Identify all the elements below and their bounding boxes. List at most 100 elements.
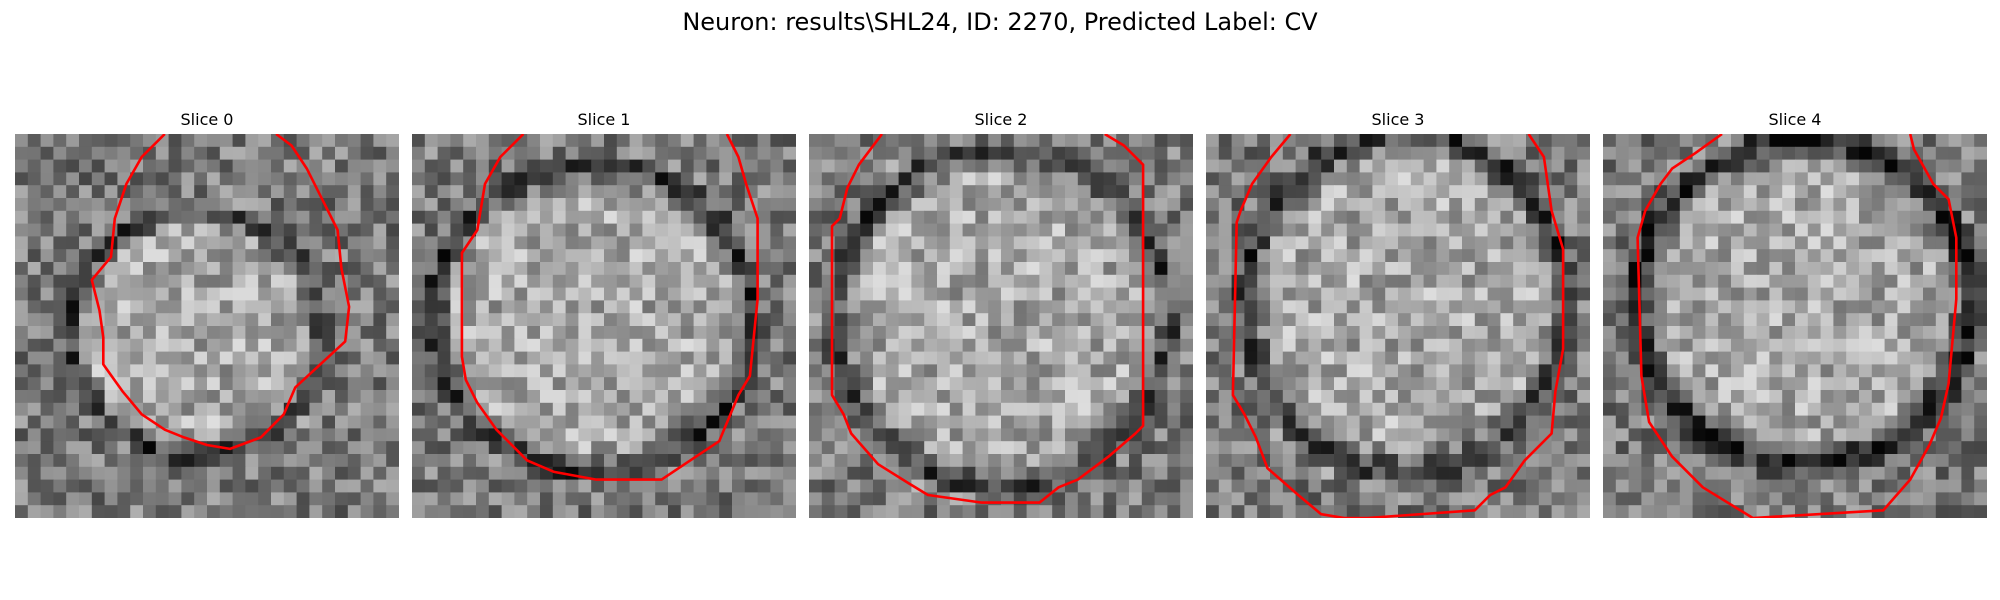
pixel <box>578 223 592 237</box>
pixel <box>1500 249 1514 263</box>
pixel <box>1052 249 1066 263</box>
pixel <box>1052 454 1066 468</box>
pixel <box>335 441 349 455</box>
pixel <box>1141 338 1155 352</box>
pixel <box>1910 415 1924 429</box>
pixel <box>1628 377 1642 391</box>
pixel <box>860 466 874 480</box>
pixel <box>1410 210 1424 224</box>
pixel <box>1833 415 1847 429</box>
pixel <box>1372 402 1386 416</box>
pixel <box>53 146 67 160</box>
pixel <box>988 441 1002 455</box>
pixel <box>130 185 144 199</box>
pixel <box>1551 479 1565 493</box>
pixel <box>1257 185 1271 199</box>
pixel <box>283 364 297 378</box>
pixel <box>757 454 771 468</box>
pixel <box>860 134 874 148</box>
pixel <box>873 428 887 442</box>
pixel <box>1679 415 1693 429</box>
pixel <box>168 146 182 160</box>
pixel <box>847 415 861 429</box>
pixel <box>1500 415 1514 429</box>
pixel <box>27 185 41 199</box>
pixel <box>66 415 80 429</box>
pixel <box>1782 390 1796 404</box>
pixel <box>386 454 399 468</box>
pixel <box>130 351 144 365</box>
pixel <box>988 198 1002 212</box>
pixel <box>1756 223 1770 237</box>
pixel <box>873 479 887 493</box>
pixel <box>91 249 105 263</box>
pixel <box>1013 364 1027 378</box>
pixel <box>1961 262 1975 276</box>
pixel <box>1052 146 1066 160</box>
pixel <box>1321 249 1335 263</box>
pixel <box>1807 198 1821 212</box>
pixel <box>565 210 579 224</box>
pixel <box>1410 390 1424 404</box>
pixel <box>232 428 246 442</box>
pixel <box>1167 326 1181 340</box>
pixel <box>1654 249 1668 263</box>
pixel <box>1538 338 1552 352</box>
pixel <box>1308 185 1322 199</box>
pixel <box>155 287 169 301</box>
pixel <box>655 454 669 468</box>
pixel <box>1334 428 1348 442</box>
pixel <box>988 428 1002 442</box>
pixel <box>1180 402 1193 416</box>
pixel <box>283 185 297 199</box>
pixel <box>386 172 399 186</box>
pixel <box>155 505 169 518</box>
pixel <box>719 441 733 455</box>
pixel <box>809 466 823 480</box>
pixel <box>309 377 323 391</box>
pixel <box>1487 313 1501 327</box>
pixel <box>1603 454 1617 468</box>
pixel <box>1116 364 1130 378</box>
pixel <box>476 364 490 378</box>
pixel <box>1218 441 1232 455</box>
pixel <box>143 441 157 455</box>
pixel <box>1577 428 1590 442</box>
pixel <box>770 134 784 148</box>
pixel <box>1026 198 1040 212</box>
pixel <box>1641 236 1655 250</box>
pixel <box>1385 249 1399 263</box>
pixel <box>1154 185 1168 199</box>
pixel <box>527 134 541 148</box>
pixel <box>591 146 605 160</box>
pixel <box>770 428 784 442</box>
pixel <box>1782 172 1796 186</box>
pixel <box>552 134 566 148</box>
pixel <box>181 351 195 365</box>
pixel <box>1513 300 1527 314</box>
pixel <box>1910 210 1924 224</box>
pixel <box>1129 338 1143 352</box>
pixel <box>207 479 221 493</box>
pixel <box>578 185 592 199</box>
pixel <box>540 134 554 148</box>
pixel <box>232 402 246 416</box>
pixel <box>1052 441 1066 455</box>
pixel <box>424 338 438 352</box>
pixel <box>911 300 925 314</box>
pixel <box>1564 159 1578 173</box>
pixel <box>476 223 490 237</box>
pixel <box>207 326 221 340</box>
pixel <box>450 351 464 365</box>
pixel <box>1474 338 1488 352</box>
pixel <box>1154 287 1168 301</box>
pixel <box>1833 262 1847 276</box>
pixel <box>770 338 784 352</box>
pixel <box>1372 441 1386 455</box>
pixel <box>847 262 861 276</box>
pixel <box>744 134 758 148</box>
pixel <box>770 172 784 186</box>
pixel <box>1398 338 1412 352</box>
pixel <box>885 274 899 288</box>
pixel <box>1334 134 1348 148</box>
